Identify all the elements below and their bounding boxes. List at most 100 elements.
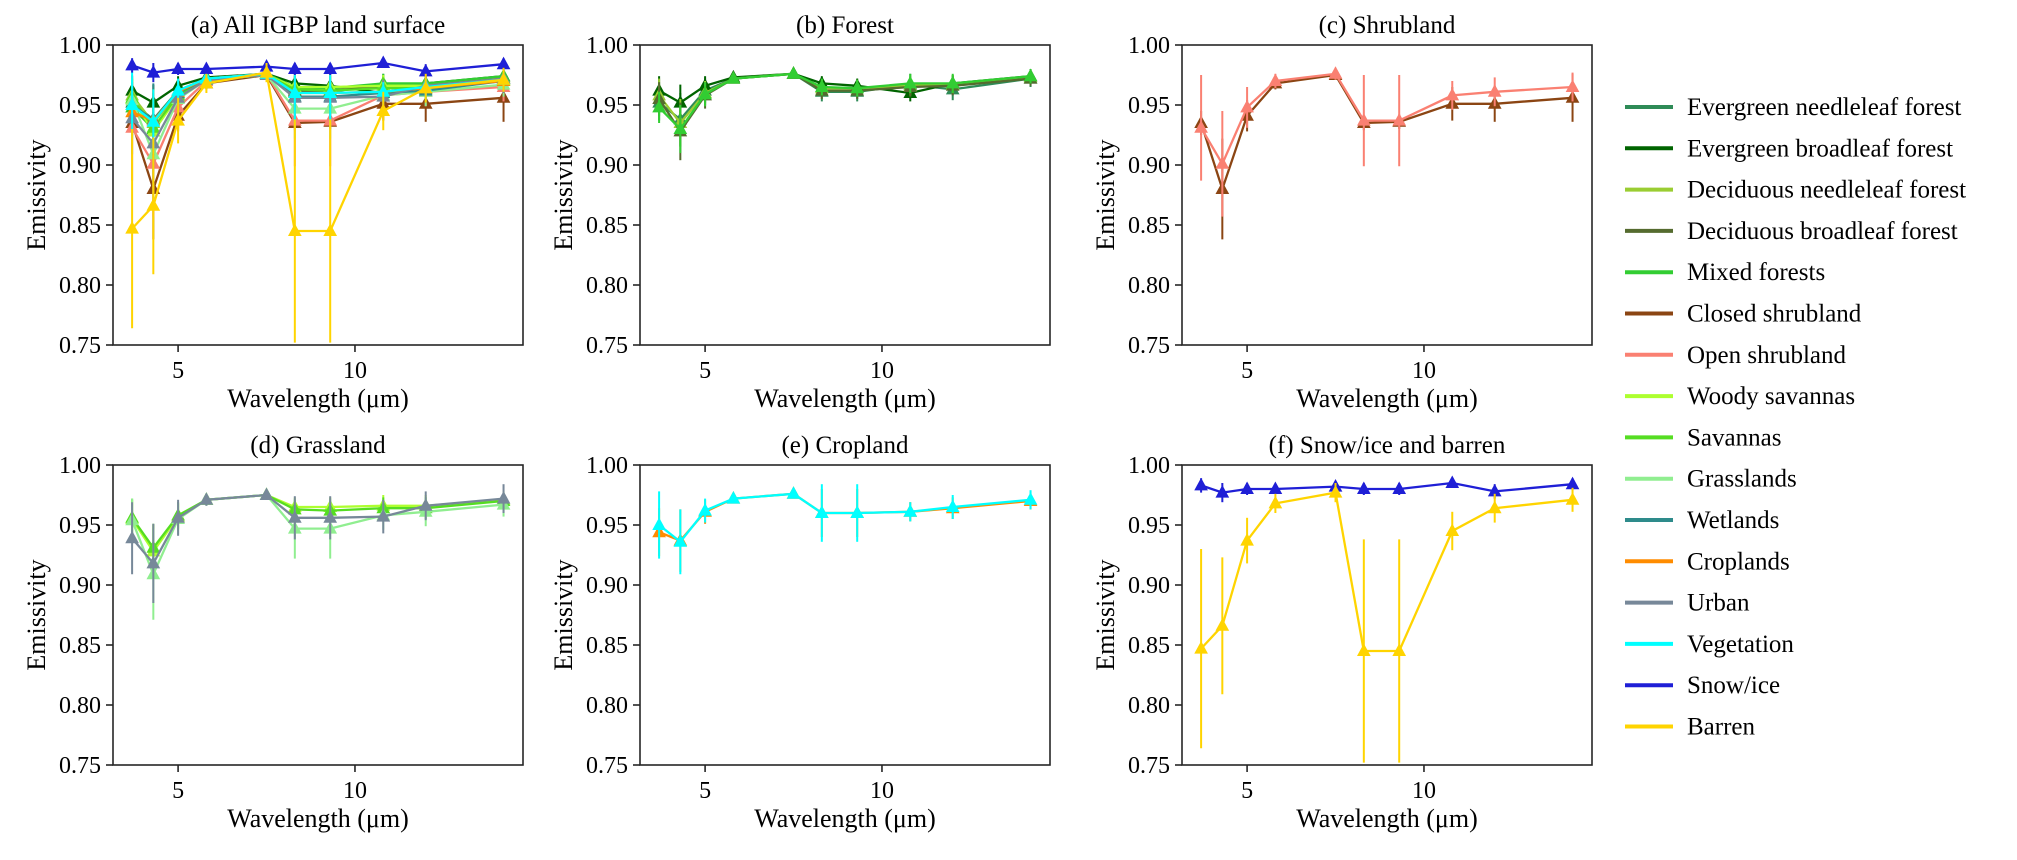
triangle-marker xyxy=(1392,643,1407,656)
y-tick-label: 0.85 xyxy=(1128,213,1170,239)
legend-item-evergreen_broadleaf: Evergreen broadleaf forest xyxy=(1625,135,1953,162)
legend-label: Barren xyxy=(1687,714,1756,741)
x-axis-label: Wavelength (μm) xyxy=(227,384,409,413)
legend-label: Savannas xyxy=(1687,424,1781,451)
triangle-marker xyxy=(171,113,185,126)
triangle-marker xyxy=(171,83,185,96)
x-axis-label: Wavelength (μm) xyxy=(1296,804,1478,833)
series-mixed_forests xyxy=(652,66,1038,153)
triangle-marker xyxy=(259,65,274,78)
y-tick-label: 0.80 xyxy=(1128,273,1170,299)
panel-b: 0.75 0.80 0.85 0.90 0.95 1.00 5 10 (b) Forest Wav… xyxy=(549,12,1051,413)
triangle-marker xyxy=(146,65,161,78)
y-axis-label: Emissivity xyxy=(22,559,51,670)
y-tick-label: 0.90 xyxy=(59,153,101,179)
y-tick-label: 0.90 xyxy=(1128,573,1170,599)
triangle-marker xyxy=(125,97,139,110)
y-tick-label: 0.75 xyxy=(59,753,101,779)
triangle-marker xyxy=(1445,475,1460,488)
series-snow_ice xyxy=(125,55,511,83)
legend-item-closed_shrubland: Closed shrubland xyxy=(1625,301,1862,328)
y-tick-label: 0.75 xyxy=(586,333,628,359)
panel-c-plot-area xyxy=(1194,66,1580,240)
x-tick-label: 5 xyxy=(1241,778,1253,804)
x-tick-label: 5 xyxy=(1241,358,1253,384)
triangle-marker xyxy=(1487,84,1502,97)
axes-box xyxy=(639,464,1051,766)
triangle-marker xyxy=(652,99,666,113)
x-tick-label: 10 xyxy=(343,358,367,384)
y-tick-label: 0.90 xyxy=(59,573,101,599)
triangle-marker xyxy=(287,510,302,523)
y-tick-label: 0.80 xyxy=(586,273,628,299)
triangle-marker xyxy=(287,61,302,74)
triangle-marker xyxy=(125,57,139,71)
legend-label: Wetlands xyxy=(1687,507,1779,534)
legend-label: Deciduous broadleaf forest xyxy=(1687,218,1958,245)
panel-c-title: (c) Shrubland xyxy=(1319,12,1456,39)
triangle-marker xyxy=(171,61,185,74)
triangle-marker xyxy=(323,61,338,74)
y-tick-label: 0.75 xyxy=(586,753,628,779)
y-tick-label: 0.75 xyxy=(1128,333,1170,359)
y-axis-label: Emissivity xyxy=(549,559,578,670)
panel-e: 0.75 0.80 0.85 0.90 0.95 1.00 5 10 (e) Cropland W… xyxy=(549,432,1051,833)
y-tick-label: 1.00 xyxy=(586,33,628,59)
y-tick-label: 0.80 xyxy=(59,273,101,299)
triangle-marker xyxy=(146,198,161,211)
triangle-marker xyxy=(1356,643,1371,656)
triangle-marker xyxy=(850,80,865,94)
y-tick-label: 0.80 xyxy=(586,693,628,719)
y-axis-label: Emissivity xyxy=(22,139,51,250)
legend-item-urban: Urban xyxy=(1625,590,1750,617)
legend-label: Croplands xyxy=(1687,548,1790,575)
series-line xyxy=(131,71,504,233)
panel-a-plot-area xyxy=(125,55,511,343)
axes-box xyxy=(1181,44,1593,346)
y-tick-label: 0.80 xyxy=(59,693,101,719)
triangle-marker xyxy=(1023,492,1038,505)
panel-a-title: (a) All IGBP land surface xyxy=(191,12,446,39)
x-tick-label: 10 xyxy=(870,358,894,384)
panel-f-title: (f) Snow/ice and barren xyxy=(1269,432,1506,459)
triangle-marker xyxy=(1194,477,1208,491)
legend-item-wetlands: Wetlands xyxy=(1625,507,1779,534)
series-line xyxy=(131,72,504,124)
triangle-marker xyxy=(1023,68,1038,82)
triangle-marker xyxy=(259,487,274,500)
triangle-marker xyxy=(323,510,338,523)
triangle-marker xyxy=(698,503,712,516)
x-axis-label: Wavelength (μm) xyxy=(754,384,936,413)
triangle-marker xyxy=(125,221,139,234)
triangle-marker xyxy=(1268,73,1283,86)
legend-item-evergreen_needleleaf: Evergreen needleleaf forest xyxy=(1625,94,1961,121)
panel-b-plot-area xyxy=(652,66,1038,161)
triangle-marker xyxy=(1215,485,1230,498)
y-tick-label: 0.95 xyxy=(59,93,101,119)
y-tick-label: 1.00 xyxy=(1128,33,1170,59)
series-open_shrubland xyxy=(1194,66,1580,217)
x-axis-label: Wavelength (μm) xyxy=(754,804,936,833)
series-line xyxy=(1200,491,1573,653)
x-tick-label: 5 xyxy=(699,358,711,384)
legend-label: Urban xyxy=(1687,590,1750,617)
series-line xyxy=(131,61,504,74)
series-line xyxy=(1200,72,1573,167)
triangle-marker xyxy=(1268,481,1283,494)
legend-label: Closed shrubland xyxy=(1687,301,1862,328)
x-tick-label: 10 xyxy=(1412,358,1436,384)
x-tick-label: 5 xyxy=(172,778,184,804)
y-tick-label: 0.85 xyxy=(59,213,101,239)
triangle-marker xyxy=(1240,99,1254,113)
legend-item-vegetation: Vegetation xyxy=(1625,631,1794,658)
panel-c: 0.75 0.80 0.85 0.90 0.95 1.00 5 10 (c) Shrubland… xyxy=(1091,12,1593,413)
series-vegetation xyxy=(652,484,1038,575)
triangle-marker xyxy=(1445,87,1460,101)
y-tick-label: 0.85 xyxy=(586,633,628,659)
y-tick-label: 1.00 xyxy=(59,453,101,479)
triangle-marker xyxy=(146,555,161,569)
legend-item-savannas: Savannas xyxy=(1625,424,1781,451)
triangle-marker xyxy=(1445,523,1460,536)
